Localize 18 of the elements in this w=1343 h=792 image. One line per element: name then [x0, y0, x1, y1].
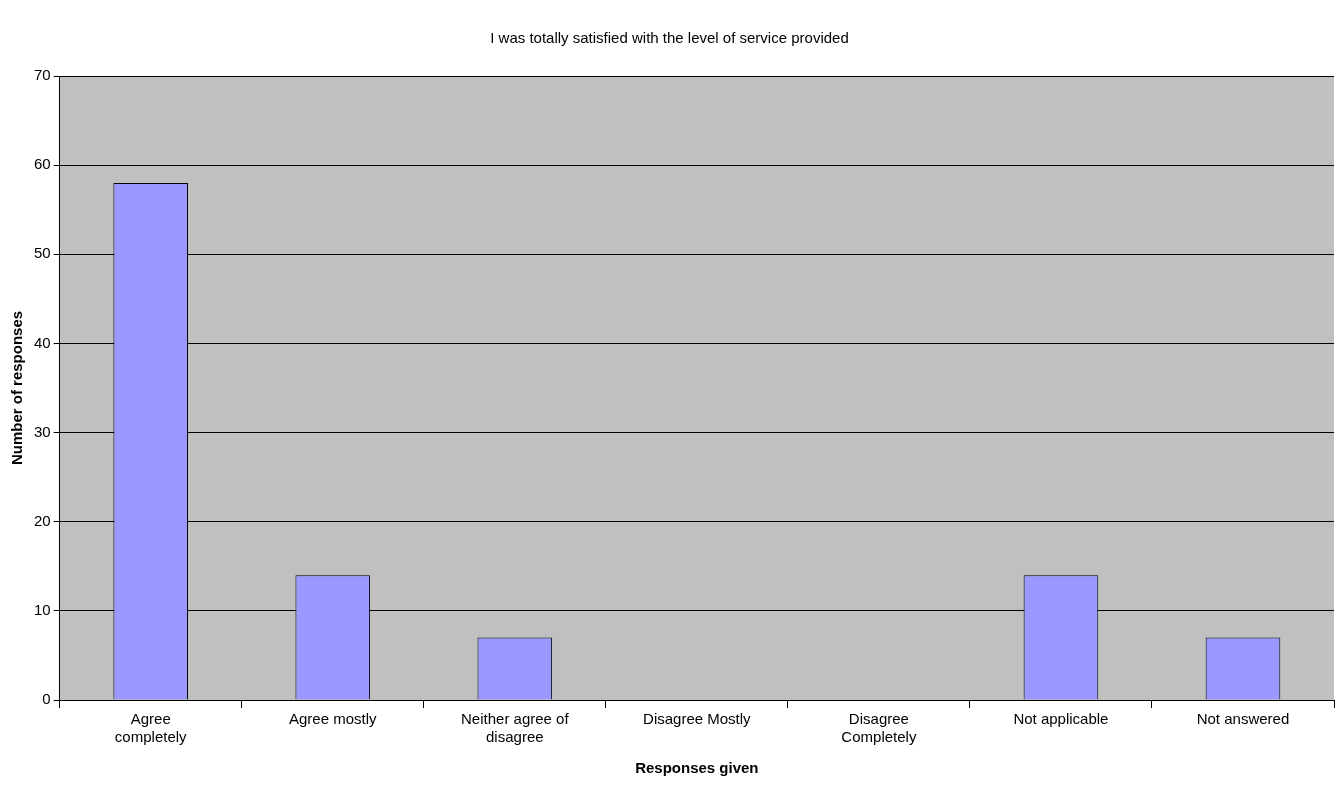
x-axis-title: Responses given	[635, 759, 759, 777]
chart-title: I was totally satisfied with the level of service provided	[490, 29, 849, 47]
x-tick-label: Disagree Mostly	[643, 710, 752, 728]
x-tick-label: Agree completely	[114, 710, 188, 746]
y-tick-label: 0	[42, 690, 51, 708]
y-tick-label: 60	[34, 155, 51, 173]
x-tick-label: Agree mostly	[288, 710, 378, 728]
y-tick-label: 40	[34, 333, 51, 351]
x-tick-label: Disagree Completely	[841, 710, 917, 746]
x-tick-label: Not answered	[1196, 710, 1290, 728]
y-tick-label: 20	[34, 511, 51, 529]
y-axis-title: Number of responses	[8, 310, 26, 466]
x-tick-label: Not applicable	[1013, 710, 1109, 728]
y-tick-label: 30	[34, 422, 51, 440]
x-tick-label: Neither agree of disagree	[461, 710, 570, 746]
y-tick-label: 10	[34, 601, 51, 618]
y-tick-label: 50	[34, 244, 51, 262]
y-tick-label: 70	[34, 66, 51, 84]
